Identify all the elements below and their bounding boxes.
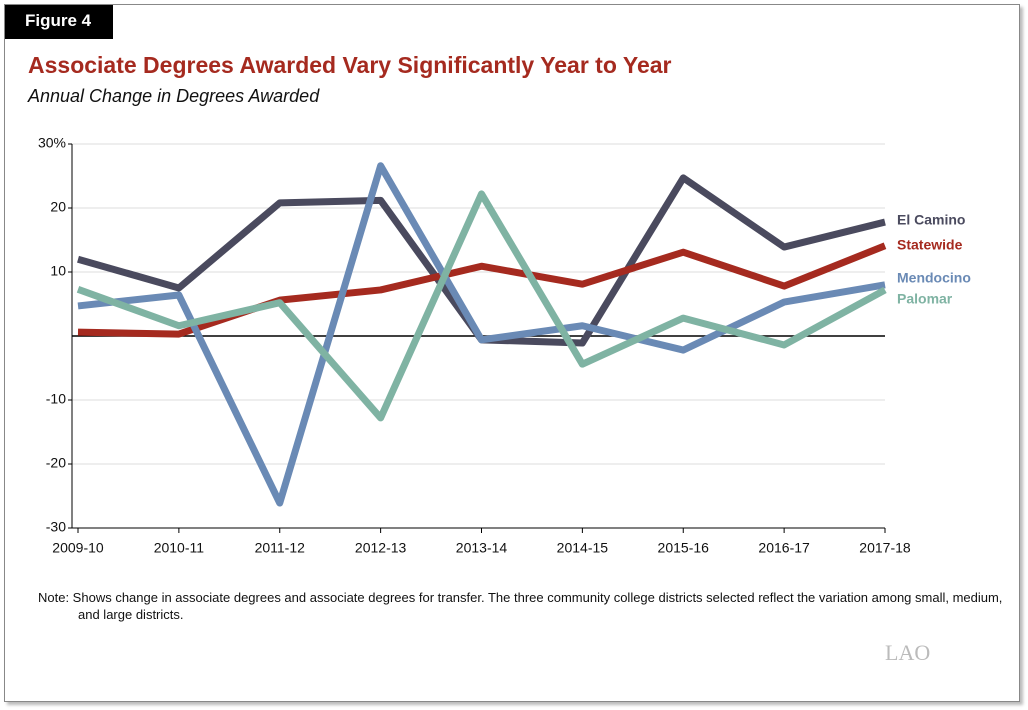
- x-tick-label: 2017-18: [859, 540, 911, 556]
- note: Note: Shows change in associate degrees …: [38, 590, 1003, 622]
- series-label: El Camino: [897, 212, 965, 228]
- series-line: [76, 190, 887, 422]
- x-tick-label: 2012-13: [355, 540, 407, 556]
- x-tick-label: 2009-10: [52, 540, 104, 556]
- y-tick-label: 10: [50, 263, 66, 279]
- figure-label: Figure 4: [5, 5, 114, 39]
- y-tick-label: -30: [46, 519, 66, 535]
- series-line: [77, 242, 887, 338]
- x-tick-label: 2013-14: [456, 540, 508, 556]
- chart-subtitle: Annual Change in Degrees Awarded: [28, 86, 320, 106]
- x-tick-label: 2010-11: [154, 540, 205, 556]
- y-tick-label: 20: [50, 199, 66, 215]
- frame: [4, 4, 1020, 702]
- chart: 30% 20 10 -10 -20 -30 2009-10 2010-11 2011-12 201…: [38, 135, 971, 556]
- x-tick-label: 2011-12: [255, 540, 306, 556]
- y-tick-label: -10: [46, 391, 66, 407]
- series-line: [77, 162, 886, 507]
- x-tick-label: 2014-15: [557, 540, 609, 556]
- chart-title: Associate Degrees Awarded Vary Significa…: [28, 52, 672, 78]
- series-label: Statewide: [897, 237, 963, 253]
- y-tick-label: -20: [46, 455, 66, 471]
- y-tick-label: 30%: [38, 135, 66, 151]
- x-tick-label: 2015-16: [658, 540, 710, 556]
- series-label: Mendocino: [897, 270, 971, 286]
- logo: LAO: [885, 640, 931, 665]
- x-tick-label: 2016-17: [758, 540, 810, 556]
- series-label: Palomar: [897, 291, 953, 307]
